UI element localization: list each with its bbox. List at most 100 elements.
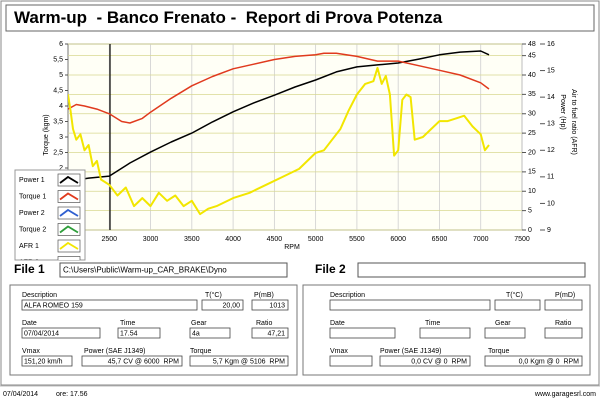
y-axis-label: Torque (kgm) — [43, 114, 50, 155]
field-value: 0,0 CV @ 0 RPM — [411, 358, 467, 365]
legend-line — [59, 241, 79, 250]
legend-label: Power 2 — [19, 210, 45, 217]
field-box — [329, 327, 396, 339]
y2-tick-label: 30 — [528, 111, 536, 118]
y3-tick-label: 10 — [547, 200, 555, 207]
footer-date: 07/04/2014 — [3, 391, 38, 398]
y-tick-label: 3 — [59, 134, 63, 141]
legend-line — [59, 225, 79, 234]
y-tick-label: 4,5 — [53, 87, 63, 94]
x-tick-label: 4000 — [225, 236, 241, 243]
y3-tick-label: 16 — [547, 41, 555, 48]
x-tick-label: 2500 — [101, 236, 117, 243]
y3-tick-label: 12 — [547, 147, 555, 154]
series-line — [68, 66, 490, 216]
field-value: ALFA ROMEO 159 — [24, 302, 83, 309]
y3-tick-label: 13 — [547, 121, 555, 128]
field-value: 4a — [192, 330, 200, 337]
legend-swatch — [57, 256, 81, 260]
field-label: T(°C) — [506, 291, 523, 299]
footer-site: www.garagesrl.com — [534, 391, 596, 398]
field-label: Ratio — [256, 320, 272, 327]
field-box — [544, 299, 583, 311]
y3-tick-label: 9 — [547, 227, 551, 234]
field-value: 45,7 CV @ 6000 RPM — [108, 358, 179, 365]
x-tick-label: 6500 — [432, 236, 448, 243]
title-bar — [5, 4, 595, 32]
y3-axis-label: Air to fuel ratio (AFR) — [570, 89, 577, 155]
legend-swatch — [57, 190, 81, 203]
field-box — [251, 327, 289, 339]
field-box — [329, 299, 491, 311]
footer-time: ore: 17.56 — [56, 391, 88, 398]
field-label: Gear — [495, 320, 511, 327]
field-box — [484, 327, 526, 339]
y-tick-label: 2,5 — [53, 149, 63, 156]
field-box — [201, 299, 244, 311]
field-label: P(mB) — [254, 292, 274, 299]
legend-label: AFR 2 — [19, 259, 39, 266]
field-label: Power (SAE J1349) — [380, 348, 441, 355]
field-box — [544, 327, 583, 339]
y2-axis-label: Power (Hp) — [559, 94, 566, 129]
legend-label: AFR 1 — [19, 243, 39, 250]
field-label: Torque — [190, 348, 212, 355]
field-box — [419, 327, 471, 339]
field-label: Time — [120, 320, 135, 327]
y-tick-label: 5,5 — [53, 56, 63, 63]
x-tick-label: 7000 — [473, 236, 489, 243]
y-tick-label: 4 — [59, 103, 63, 110]
field-box — [484, 355, 583, 367]
field-label: Description — [330, 292, 365, 299]
field-box — [21, 299, 198, 311]
y3-tick-label: 15 — [547, 67, 555, 74]
x-tick-label: 3000 — [143, 236, 159, 243]
title: Warm-up - Banco Frenato - Report di Prov… — [14, 8, 443, 27]
field-label: Vmax — [330, 348, 348, 355]
y2-tick-label: 20 — [528, 149, 536, 156]
legend-line — [59, 175, 79, 184]
field-value: 17.54 — [120, 330, 138, 337]
field-value: 20,00 — [222, 302, 240, 309]
legend-label: Torque 1 — [19, 193, 46, 200]
legend-swatch — [57, 239, 81, 253]
field-box — [21, 327, 101, 339]
y2-tick-label: 25 — [528, 130, 536, 137]
field-label: Gear — [191, 320, 207, 327]
field-value: 151,20 km/h — [24, 358, 63, 365]
field-label: Time — [425, 320, 440, 327]
y3-tick-label: 14 — [547, 94, 555, 101]
x-tick-label: 6000 — [390, 236, 406, 243]
field-box — [81, 355, 183, 367]
series-line — [68, 52, 490, 124]
file-label: File 2 — [315, 262, 346, 276]
y-tick-label: 6 — [59, 41, 63, 48]
y2-tick-label: 0 — [528, 227, 532, 234]
field-label: T(°C) — [205, 291, 222, 299]
field-box — [494, 299, 541, 311]
x-tick-label: 4500 — [267, 236, 283, 243]
field-label: Date — [22, 320, 37, 327]
y3-tick-label: 11 — [547, 174, 554, 181]
field-label: Date — [330, 320, 345, 327]
field-label: Power (SAE J1349) — [84, 348, 145, 355]
file-label: File 1 — [14, 262, 45, 276]
x-tick-label: 5500 — [349, 236, 365, 243]
x-tick-label: 3500 — [184, 236, 200, 243]
y2-tick-label: 5 — [528, 207, 532, 214]
legend-swatch — [57, 223, 81, 236]
y2-tick-label: 40 — [528, 72, 536, 79]
x-axis-label: RPM — [284, 244, 300, 251]
y2-tick-label: 10 — [528, 188, 536, 195]
field-value: 07/04/2014 — [24, 330, 59, 337]
field-value: 47,21 — [267, 330, 285, 337]
field-value: 0,0 Kgm @ 0 RPM — [519, 358, 580, 365]
file-path: C:\Users\Public\Warm-up_CAR_BRAKE\Dyno — [63, 266, 227, 275]
field-box — [251, 299, 289, 311]
y-tick-label: 5 — [59, 72, 63, 79]
field-label: Description — [22, 292, 57, 299]
file-box — [357, 262, 586, 278]
field-value: 5,7 Kgm @ 5106 RPM — [213, 358, 285, 365]
x-tick-label: 7500 — [514, 236, 530, 243]
